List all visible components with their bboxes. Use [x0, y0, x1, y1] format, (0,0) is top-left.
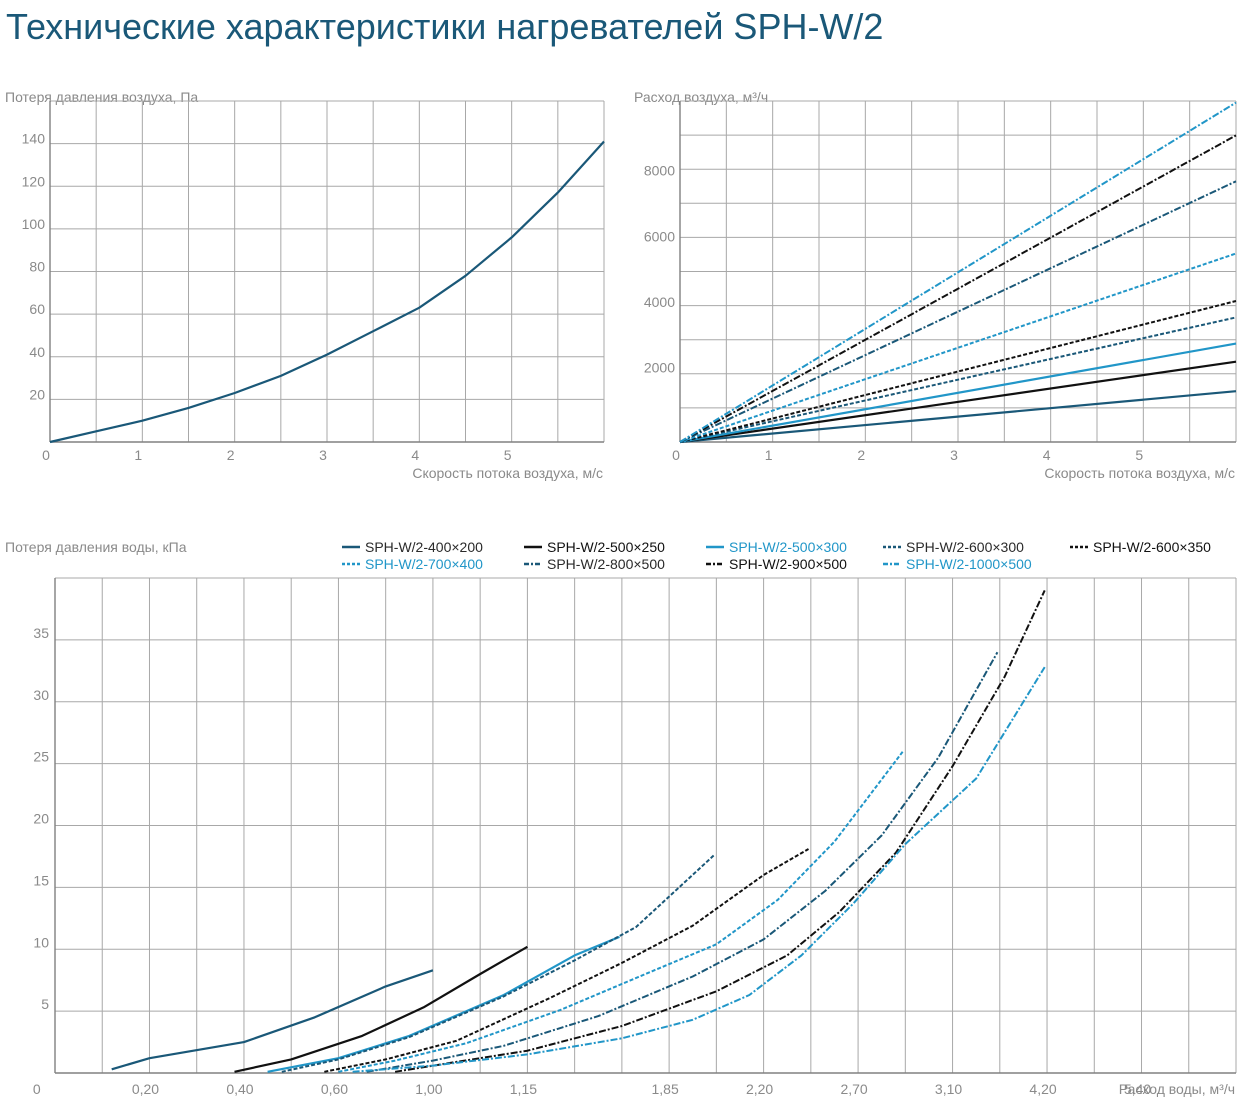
- chart2-series-line: [679, 316, 1237, 443]
- chart1-ticks: 0 1 2 3 4 5 20 40 60 80 100 120 140: [22, 131, 512, 463]
- legend-label: SPH-W/2-600×300: [906, 539, 1024, 555]
- chart1-tick-label: 120: [22, 173, 46, 189]
- chart2-tick-label: 0: [672, 447, 680, 463]
- chart3-tick-label: 20: [33, 811, 49, 827]
- chart3-tick-label: 0,40: [226, 1081, 253, 1097]
- chart2-series-line: [679, 342, 1237, 444]
- chart1-tick-label: 3: [319, 447, 327, 463]
- chart1-tick-label: 40: [29, 344, 45, 360]
- legend-label: SPH-W/2-500×250: [547, 539, 665, 555]
- chart3-tick-label: 0,20: [132, 1081, 159, 1097]
- chart3-tick-label: 2,20: [746, 1081, 773, 1097]
- chart3-tick-label: 30: [33, 687, 49, 703]
- chart2-tick-label: 3: [950, 447, 958, 463]
- chart1-tick-label: 1: [134, 447, 142, 463]
- chart2-tick-label: 2000: [644, 359, 675, 375]
- chart3-tick-label: 25: [33, 749, 49, 765]
- legend-label: SPH-W/2-1000×500: [906, 556, 1032, 572]
- chart3-series-line: [324, 848, 810, 1073]
- chart2-series-line: [679, 180, 1237, 443]
- chart1-tick-label: 5: [504, 447, 512, 463]
- chart3-tick-label: 0: [33, 1081, 41, 1097]
- legend-label: SPH-W/2-600×350: [1093, 539, 1211, 555]
- chart2-tick-label: 6000: [644, 228, 675, 244]
- chart3-tick-label: 0,60: [321, 1081, 348, 1097]
- chart3-tick-label: 5,40: [1124, 1081, 1151, 1097]
- legend-label: SPH-W/2-500×300: [729, 539, 847, 555]
- chart1-tick-label: 4: [411, 447, 419, 463]
- chart3-tick-label: 3,10: [935, 1081, 962, 1097]
- chart3-legend: SPH-W/2-400×200 SPH-W/2-500×250 SPH-W/2-50…: [342, 539, 1211, 572]
- chart1-tick-label: 80: [29, 259, 45, 275]
- chart2-tick-label: 4000: [644, 294, 675, 310]
- chart3-tick-label: 2,70: [840, 1081, 867, 1097]
- chart3-tick-label: 1,00: [415, 1081, 442, 1097]
- chart1-tick-label: 2: [227, 447, 235, 463]
- chart1-tick-label: 60: [29, 301, 45, 317]
- chart2-tick-label: 4: [1043, 447, 1051, 463]
- chart3-series-line: [267, 935, 620, 1073]
- chart1-tick-label: 140: [22, 131, 46, 147]
- chart3-tick-label: 5: [41, 996, 49, 1012]
- chart1-xlabel: Скорость потока воздуха, м/с: [412, 465, 603, 481]
- legend-label: SPH-W/2-400×200: [365, 539, 483, 555]
- chart3-ylabel: Потеря давления воды, кПа: [5, 539, 187, 555]
- chart3-tick-label: 10: [33, 934, 49, 950]
- chart1-series-line: [49, 140, 605, 444]
- chart3-series-line: [352, 666, 1046, 1073]
- chart3-xlabel: Расход воды, м³/ч: [1119, 1081, 1235, 1097]
- chart2-series-line: [679, 134, 1237, 443]
- chart3-series-line: [394, 589, 1046, 1073]
- chart2-series-line: [679, 252, 1237, 443]
- chart2-lines: [679, 101, 1237, 444]
- legend-label: SPH-W/2-900×500: [729, 556, 847, 572]
- chart3-tick-label: 1,85: [651, 1081, 678, 1097]
- chart2-tick-label: 2: [857, 447, 865, 463]
- chart3-series-line: [281, 854, 715, 1073]
- chart3-tick-label: 4,20: [1029, 1081, 1056, 1097]
- chart1-grid: [49, 100, 605, 443]
- chart2-series-line: [679, 360, 1237, 444]
- legend-label: SPH-W/2-700×400: [365, 556, 483, 572]
- chart1-tick-label: 100: [22, 216, 46, 232]
- page-title: Технические характеристики нагревателей …: [6, 6, 884, 47]
- chart2-grid: [679, 100, 1237, 443]
- chart1-lines: [49, 140, 605, 444]
- chart3-tick-label: 1,15: [510, 1081, 537, 1097]
- chart3-grid: [54, 577, 1237, 1074]
- chart3-lines: [111, 589, 1046, 1073]
- chart2-xlabel: Скорость потока воздуха, м/с: [1044, 465, 1235, 481]
- chart1-tick-label: 20: [29, 386, 45, 402]
- chart2-series-line: [679, 390, 1237, 444]
- chart3-tick-label: 15: [33, 872, 49, 888]
- chart2-ylabel: Расход воздуха, м³/ч: [634, 89, 768, 105]
- chart3-series-line: [234, 945, 528, 1073]
- chart1-ylabel: Потеря давления воздуха, Па: [5, 89, 198, 105]
- chart3-series-line: [338, 750, 904, 1073]
- chart2-series-line: [679, 101, 1237, 443]
- chart2-tick-label: 1: [765, 447, 773, 463]
- chart2-tick-label: 8000: [644, 163, 675, 179]
- chart3-tick-label: 35: [33, 625, 49, 641]
- chart3-series-line: [366, 651, 999, 1073]
- chart2-tick-label: 5: [1135, 447, 1143, 463]
- chart2-ticks: 0 1 2 3 4 5 2000 4000 6000 8000: [644, 163, 1144, 463]
- legend-label: SPH-W/2-800×500: [547, 556, 665, 572]
- chart1-tick-label: 0: [42, 447, 50, 463]
- chart3-ticks: 0 0,20 0,40 0,60 1,00 1,15 1,85 2,20 2,70 3,10 4,2…: [33, 625, 1151, 1097]
- chart3-series-line: [111, 969, 434, 1071]
